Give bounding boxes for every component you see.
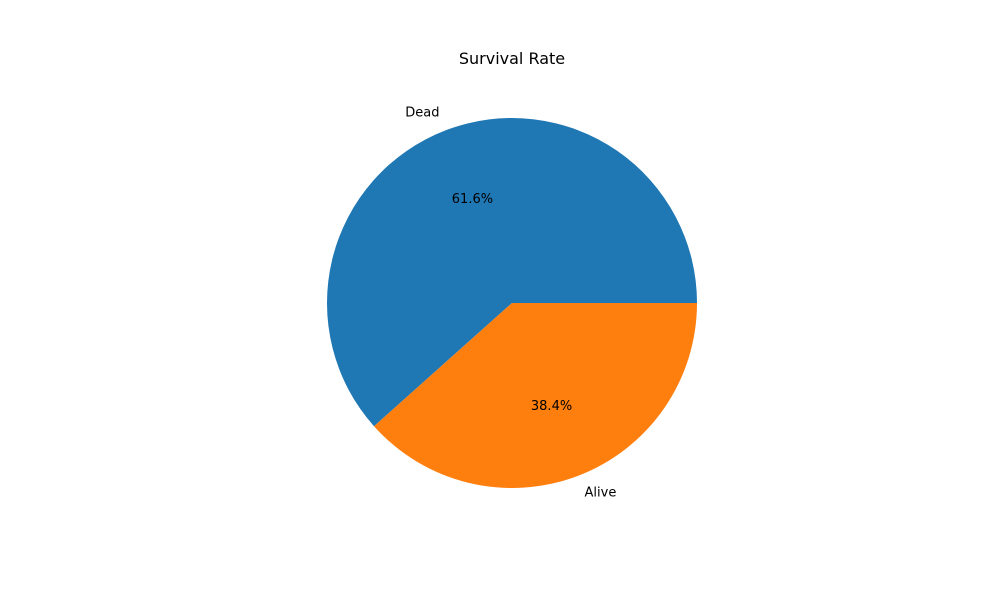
pct-label-alive: 38.4% — [531, 399, 572, 414]
chart-title: Survival Rate — [459, 49, 565, 68]
pie-slice-dead — [327, 117, 697, 427]
pie-slice-alive — [374, 303, 697, 489]
pct-label-dead: 61.6% — [452, 192, 493, 207]
pie-labels: Dead 61.6% Alive 38.4% — [405, 105, 616, 500]
slice-label-dead: Dead — [405, 105, 439, 120]
slice-label-alive: Alive — [585, 486, 617, 501]
pie-slices — [327, 117, 697, 489]
